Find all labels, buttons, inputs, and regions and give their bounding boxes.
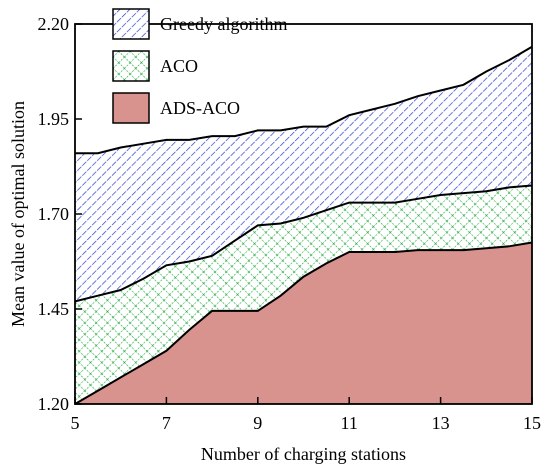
x-tick-label: 13 xyxy=(432,413,450,433)
legend-label: Greedy algorithm xyxy=(160,14,287,34)
plot-areas xyxy=(75,46,532,405)
legend-entry: ADS-ACO xyxy=(112,92,240,124)
y-axis-ticks: 1.20 1.45 1.70 1.95 2.20 xyxy=(38,14,82,414)
legend-entry: Greedy algorithm xyxy=(112,8,287,40)
legend-label: ADS-ACO xyxy=(160,98,240,118)
x-tick-label: 11 xyxy=(341,413,358,433)
x-axis-label: Number of charging stations xyxy=(201,444,406,464)
boundary-line-greedy-algorithm xyxy=(75,45,533,155)
x-axis-ticks: 5 7 9 11 13 15 xyxy=(71,397,541,433)
legend-swatch xyxy=(112,50,150,82)
legend-swatch xyxy=(112,92,150,124)
x-tick-label: 15 xyxy=(523,413,541,433)
legend-entry: ACO xyxy=(112,50,198,82)
y-tick-label: 2.20 xyxy=(38,14,70,34)
x-tick-label: 7 xyxy=(162,413,171,433)
x-tick-label: 9 xyxy=(253,413,262,433)
y-tick-label: 1.70 xyxy=(38,204,70,224)
legend-label: ACO xyxy=(160,56,198,76)
legend-swatch xyxy=(112,8,150,40)
y-axis-label: Mean value of optimal solution xyxy=(8,101,28,327)
area-ads-aco xyxy=(75,242,532,404)
legend: Greedy algorithm ACO ADS-ACO xyxy=(112,8,287,124)
y-tick-label: 1.95 xyxy=(38,109,70,129)
y-tick-label: 1.20 xyxy=(38,394,70,414)
boundary-line-aco xyxy=(74,184,533,303)
series-boundary-lines xyxy=(74,45,533,405)
x-tick-label: 5 xyxy=(71,413,80,433)
y-tick-label: 1.45 xyxy=(38,299,70,319)
boundary-line-ads-aco xyxy=(74,241,533,405)
